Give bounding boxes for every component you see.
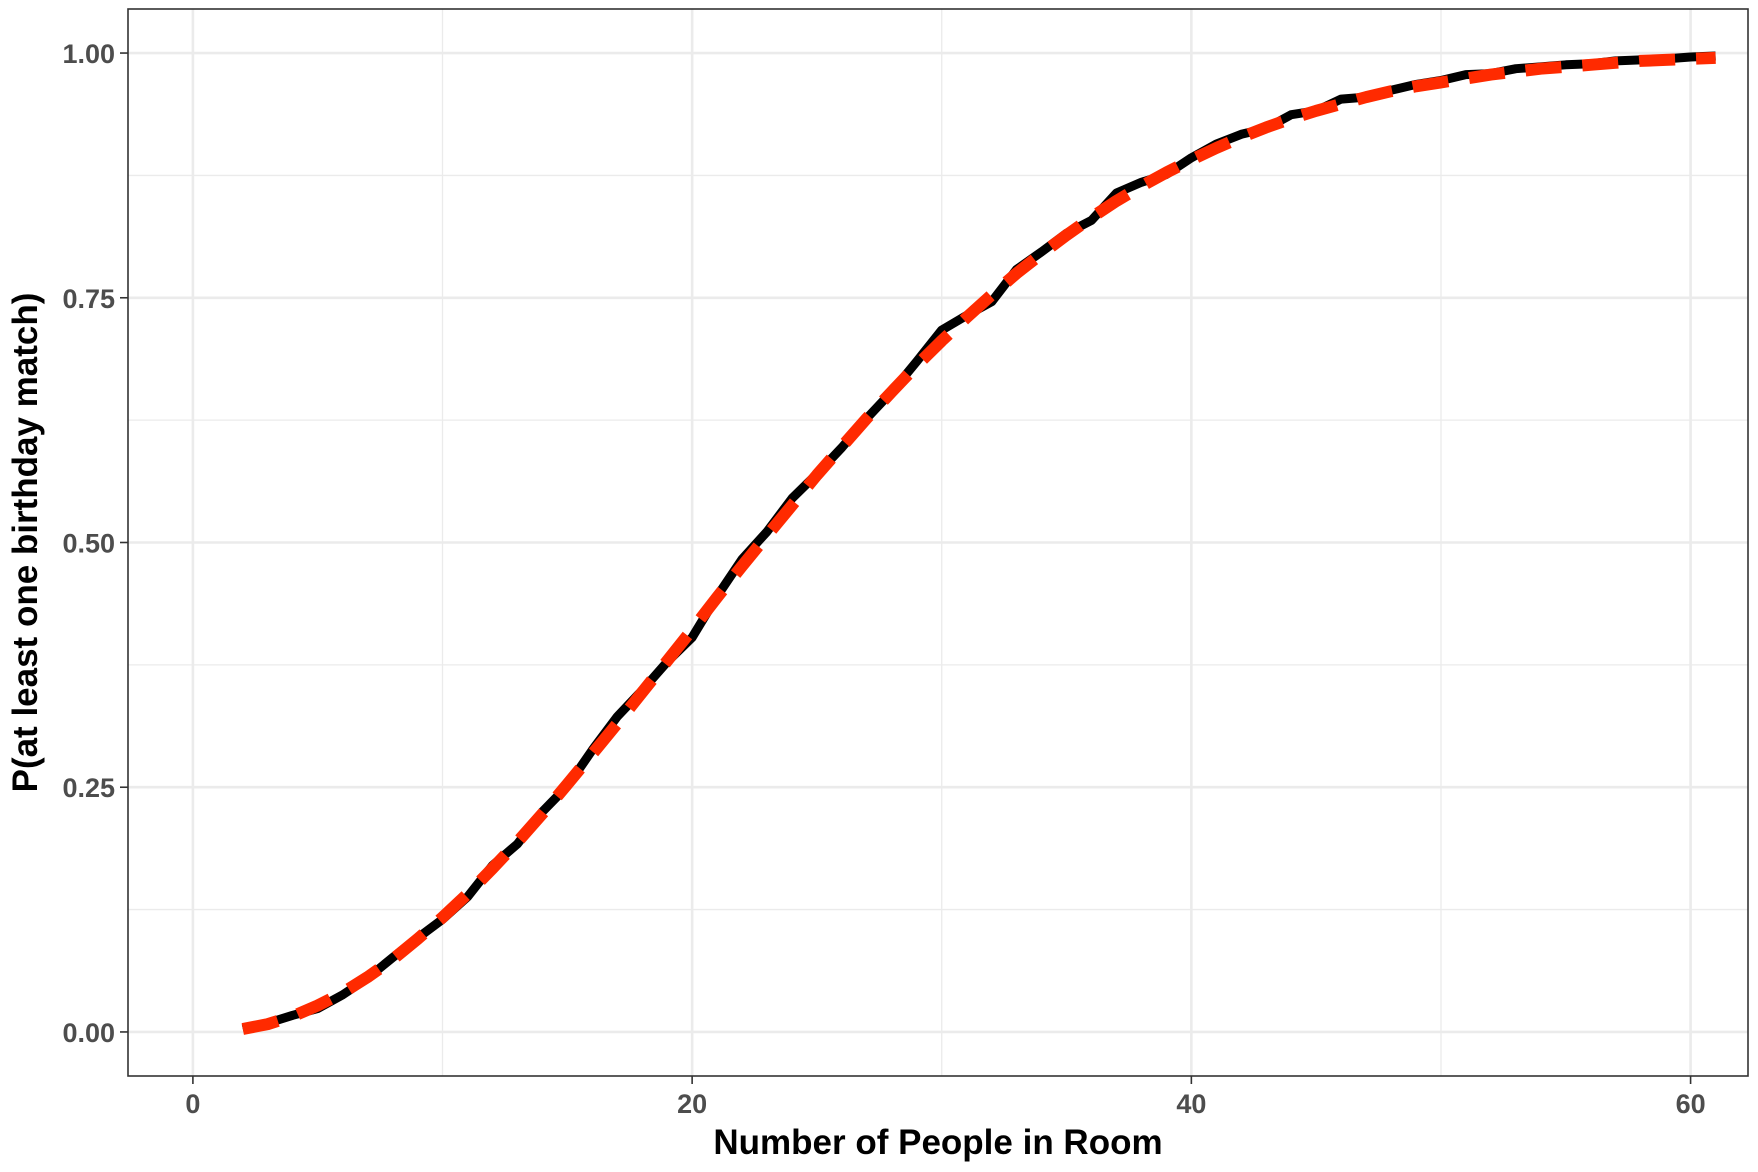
x-axis-title: Number of People in Room bbox=[713, 1123, 1162, 1162]
grid-major bbox=[128, 9, 1748, 1076]
y-tick-label: 0.75 bbox=[62, 284, 115, 314]
y-tick-label: 1.00 bbox=[62, 39, 115, 69]
series-line-dashed bbox=[241, 51, 1716, 1035]
x-tick-label: 60 bbox=[1676, 1089, 1706, 1119]
y-tick-label: 0.00 bbox=[62, 1018, 115, 1048]
y-tick-label: 0.50 bbox=[62, 529, 115, 559]
x-tick-label: 20 bbox=[677, 1089, 707, 1119]
y-tick-label: 0.25 bbox=[62, 773, 115, 803]
series-layer bbox=[241, 51, 1716, 1035]
x-axis: 0 20 40 60 bbox=[185, 1076, 1706, 1119]
y-axis-title: P(at least one birthday match) bbox=[6, 293, 45, 793]
x-tick-label: 40 bbox=[1176, 1089, 1206, 1119]
y-axis: 0.00 0.25 0.50 0.75 1.00 bbox=[62, 39, 128, 1048]
x-tick-label: 0 bbox=[185, 1089, 200, 1119]
